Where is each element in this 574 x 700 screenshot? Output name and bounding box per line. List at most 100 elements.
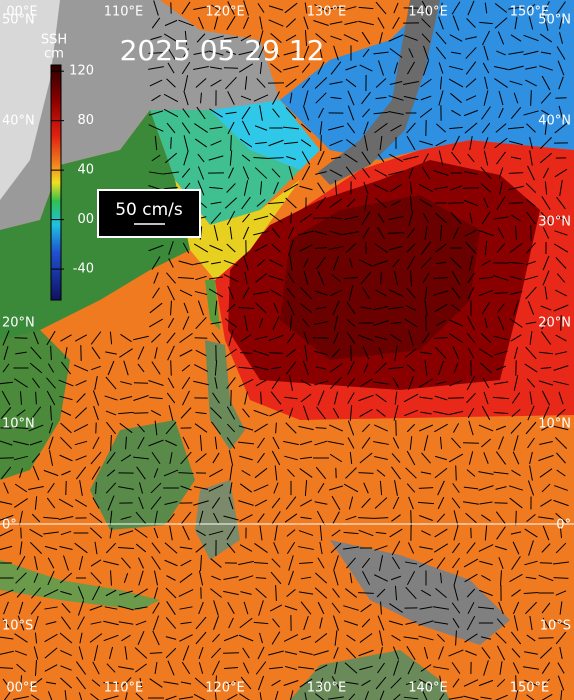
vector [210,66,222,70]
vector [508,6,524,10]
vector [183,302,189,314]
vector [193,65,209,71]
vector [344,620,358,626]
vector [228,330,234,346]
vector [333,647,339,659]
vector [539,562,553,564]
vector [462,187,480,189]
vector [332,588,340,598]
vector [417,501,435,505]
vector [179,332,193,344]
vector [58,379,74,387]
vector [493,412,509,414]
vector [498,90,504,106]
vector [418,620,434,626]
vector [244,391,248,405]
vector [182,436,190,450]
vector [318,107,324,119]
vector [554,122,568,134]
vector [467,272,475,284]
vector [555,542,567,554]
vector [529,615,533,631]
vector [193,380,209,386]
vector [257,513,265,523]
vector [315,693,325,700]
vector [210,407,222,419]
vector [557,675,565,691]
vector [258,30,264,46]
vector [408,496,414,510]
vector [254,244,268,252]
vector [523,50,539,56]
vector [479,501,493,505]
vector [544,121,548,135]
vector [435,46,447,60]
vector [91,346,101,360]
vector [343,546,359,550]
vector [407,542,415,554]
vector [406,364,416,372]
vector [420,257,432,269]
lon-label: 140°E [408,681,448,696]
vector [0,667,14,669]
colorbar-tick-label: 40 [77,163,94,178]
vector [394,345,398,361]
vector [526,378,536,388]
vector [259,181,263,195]
vector [315,92,327,104]
vector [418,678,434,688]
vector [43,516,59,520]
vector [451,437,461,449]
vector [423,45,429,61]
vector [93,645,99,661]
vector [556,469,566,477]
vector [541,75,551,91]
vector [523,34,539,42]
vector [463,109,479,117]
vector [182,242,190,254]
vector [43,531,59,535]
vector [525,321,537,325]
vector [75,455,87,461]
vector [228,286,234,300]
vector [387,232,405,234]
vector [151,542,161,554]
vector [270,63,282,73]
vector [345,242,357,254]
vector [299,303,313,313]
vector [419,515,433,521]
vector [373,51,389,55]
vector [60,665,72,671]
vector [182,108,190,118]
vector [230,135,232,151]
vector [362,108,370,118]
vector [509,242,523,254]
vector [345,166,357,180]
vector [46,377,56,389]
vector [483,660,489,676]
vector [539,152,553,164]
shelf-sea [175,180,300,280]
vector [298,425,314,431]
vector [333,570,339,586]
vector [257,675,265,691]
vector [285,496,297,510]
vector [118,530,134,536]
vector [525,346,537,360]
vector [110,434,112,452]
vector [494,3,508,13]
vector [540,137,552,149]
vector [530,90,532,106]
vector [541,602,551,614]
lon-label: 110°E [104,681,144,696]
vector [345,78,357,88]
vector [193,486,209,490]
vector [152,630,160,646]
vector [484,76,488,90]
vector [329,169,343,177]
vector [242,226,250,240]
vector [420,95,432,101]
vector [513,615,519,631]
vector [303,615,309,631]
vector [135,620,147,626]
